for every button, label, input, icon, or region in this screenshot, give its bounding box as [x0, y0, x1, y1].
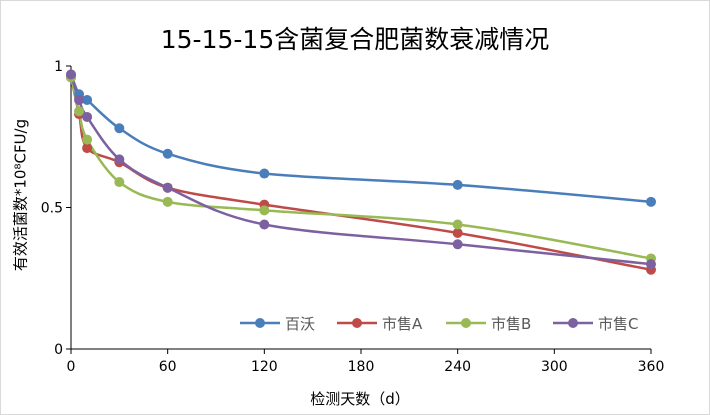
data-point-series-1 [82, 143, 93, 154]
x-tick-label: 360 [638, 359, 665, 375]
data-point-series-0 [259, 168, 270, 179]
y-tick-label: 0.5 [41, 201, 63, 217]
legend-marker-3 [568, 318, 578, 328]
data-point-series-0 [114, 123, 125, 134]
data-point-series-2 [259, 205, 270, 216]
data-point-series-3 [259, 219, 270, 230]
x-axis-label: 检测天数（d） [310, 390, 410, 408]
data-point-series-2 [114, 177, 125, 188]
legend-marker-0 [255, 318, 265, 328]
data-point-series-2 [74, 106, 85, 117]
series-line-2 [69, 77, 652, 260]
data-point-series-3 [74, 94, 85, 105]
legend-marker-2 [461, 318, 471, 328]
data-point-series-0 [646, 196, 656, 207]
legend-label-2: 市售B [491, 315, 531, 333]
data-point-series-2 [452, 219, 463, 230]
x-tick-label: 60 [159, 359, 177, 375]
data-point-series-0 [162, 148, 173, 159]
legend-label-0: 百沃 [285, 315, 315, 333]
y-tick-label: 1 [54, 59, 63, 75]
data-point-series-3 [162, 182, 173, 193]
data-point-series-2 [82, 134, 93, 145]
data-point-series-3 [66, 69, 76, 80]
data-point-series-0 [82, 94, 93, 105]
x-tick-label: 240 [444, 359, 471, 375]
data-point-series-1 [452, 227, 463, 238]
y-tick-label: 0 [54, 342, 63, 358]
legend-marker-1 [352, 318, 362, 328]
data-point-series-0 [452, 179, 463, 190]
x-tick-label: 120 [251, 359, 278, 375]
x-tick-label: 300 [541, 359, 568, 375]
data-point-series-3 [114, 154, 125, 165]
x-tick-label: 0 [67, 359, 76, 375]
data-point-series-3 [82, 111, 93, 122]
data-point-series-2 [162, 196, 173, 207]
legend-label-3: 市售C [598, 315, 638, 333]
series-line-3 [69, 74, 652, 266]
x-tick-label: 180 [348, 359, 375, 375]
data-point-series-3 [646, 259, 656, 270]
data-point-series-3 [452, 239, 463, 250]
legend-label-1: 市售A [382, 315, 423, 333]
series-line-1 [69, 77, 652, 271]
chart-title: 15-15-15含菌复合肥菌数衰减情况 [160, 25, 550, 54]
